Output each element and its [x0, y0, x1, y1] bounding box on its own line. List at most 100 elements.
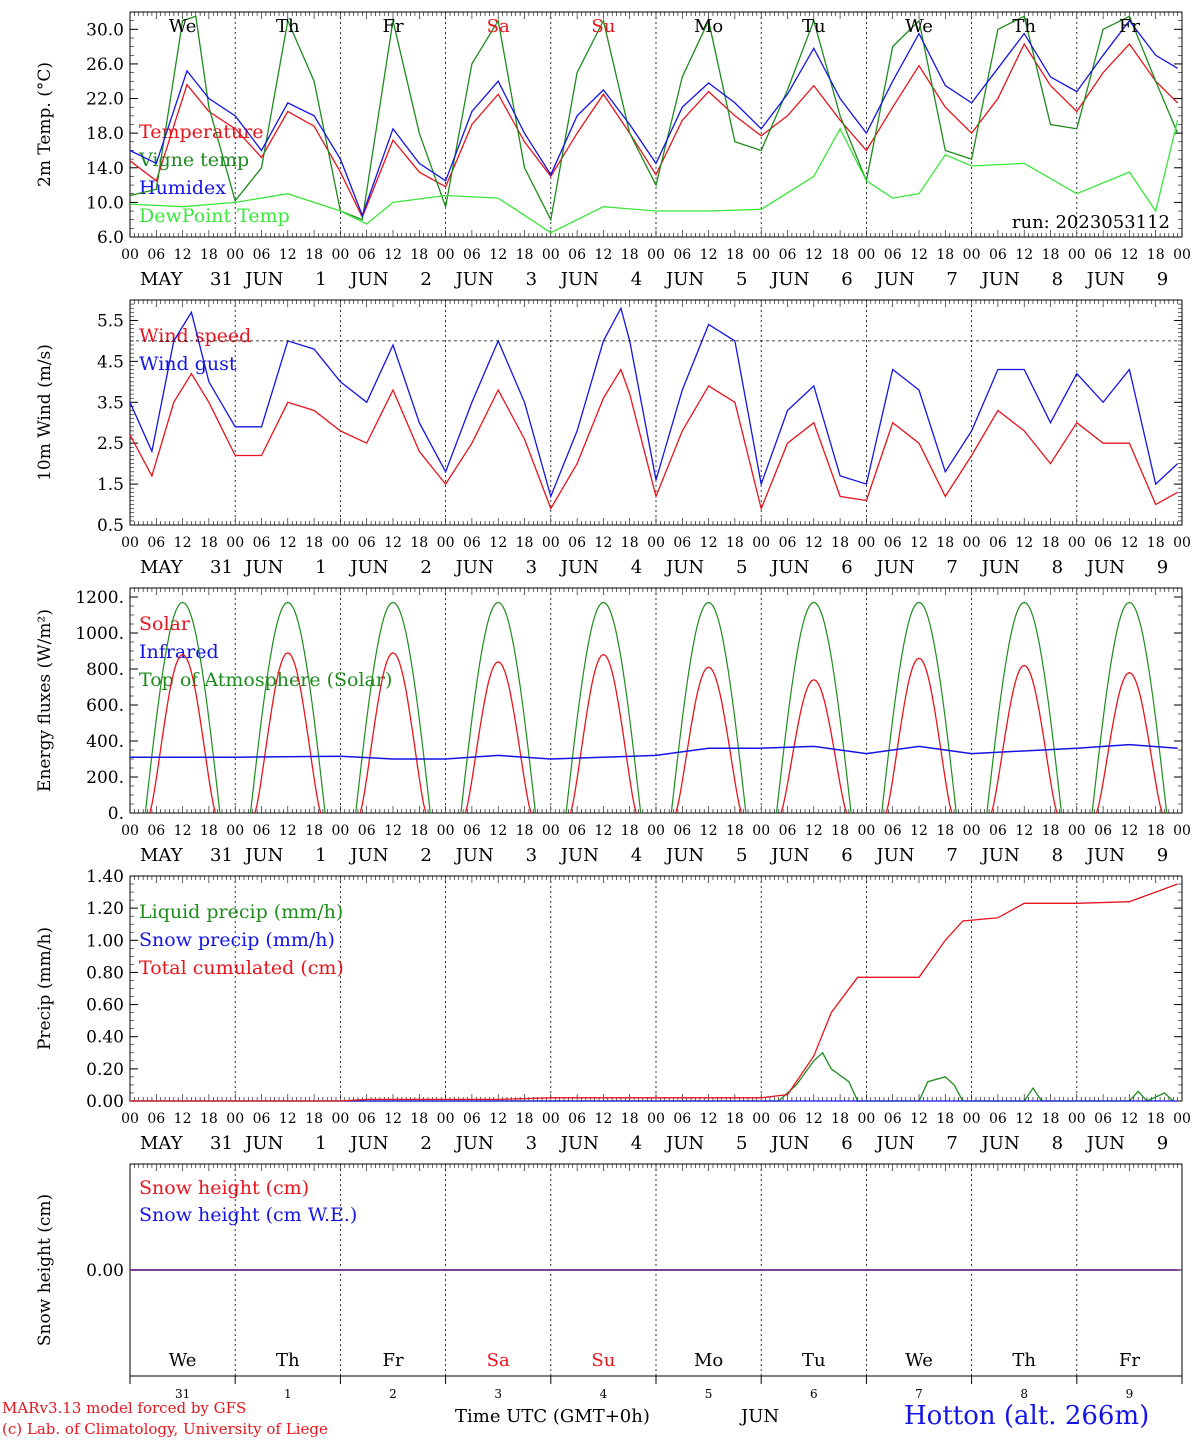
- day-number-label: 8: [1052, 845, 1063, 866]
- hour-tick-label: 06: [989, 535, 1007, 551]
- hour-tick-label: 00: [1068, 1111, 1086, 1127]
- month-label: JUN: [769, 269, 809, 290]
- hour-tick-label: 00: [963, 823, 981, 839]
- hour-tick-label: 18: [1147, 1111, 1165, 1127]
- hour-tick-label: 12: [174, 1111, 192, 1127]
- hour-tick-label: 12: [700, 247, 718, 263]
- run-label: run: 2023053112: [1012, 212, 1170, 233]
- hour-tick-label: 00: [331, 247, 349, 263]
- hour-tick-label: 18: [1147, 535, 1165, 551]
- day-number-bottom: 9: [1126, 1387, 1134, 1401]
- day-number-label: 1: [315, 1133, 326, 1154]
- month-label: MAY: [140, 845, 184, 866]
- weekday-label-bottom: Mo: [694, 1350, 723, 1371]
- day-number-label: 6: [841, 269, 852, 290]
- hour-tick-label: 12: [910, 823, 928, 839]
- hour-tick-label: 06: [673, 247, 691, 263]
- hour-tick-label: 00: [647, 823, 665, 839]
- hour-tick-label: 00: [331, 535, 349, 551]
- station-label: Hotton (alt. 266m): [904, 1401, 1150, 1431]
- hour-tick-label: 00: [542, 535, 560, 551]
- day-number-label: 6: [841, 845, 852, 866]
- weekday-label-bottom: We: [905, 1350, 933, 1371]
- day-number-bottom: 1: [284, 1387, 292, 1401]
- weekday-label-bottom: Th: [276, 1350, 300, 1371]
- day-number-label: 4: [631, 269, 642, 290]
- month-label: JUN: [454, 845, 494, 866]
- hour-tick-label: 12: [489, 535, 507, 551]
- hour-tick-label: 18: [831, 823, 849, 839]
- hour-tick-label: 18: [1042, 823, 1060, 839]
- hour-tick-label: 06: [989, 247, 1007, 263]
- hour-tick-label: 06: [358, 1111, 376, 1127]
- hour-tick-label: 06: [147, 1111, 165, 1127]
- day-number-bottom: 8: [1020, 1387, 1028, 1401]
- hour-tick-label: 18: [1147, 823, 1165, 839]
- hour-tick-label: 00: [226, 823, 244, 839]
- y-tick-label: 10.0: [86, 193, 124, 213]
- hour-tick-label: 00: [121, 1111, 139, 1127]
- weekday-label-top: Th: [1012, 16, 1036, 37]
- hour-tick-label: 00: [121, 535, 139, 551]
- hour-tick-label: 12: [805, 247, 823, 263]
- hour-tick-label: 18: [726, 823, 744, 839]
- day-number-label: 31: [210, 269, 233, 290]
- day-number-label: 3: [526, 1133, 537, 1154]
- hour-tick-label: 12: [489, 1111, 507, 1127]
- y-tick-label: 1.5: [97, 475, 124, 495]
- month-label: JUN: [559, 1133, 599, 1154]
- month-label: JUN: [243, 845, 283, 866]
- y-tick-label: 1.40: [86, 867, 124, 887]
- day-number-label: 1: [315, 845, 326, 866]
- y-tick-label: 0.20: [86, 1060, 124, 1080]
- month-label: JUN: [980, 557, 1020, 578]
- hour-tick-label: 06: [358, 247, 376, 263]
- hour-tick-label: 18: [305, 1111, 323, 1127]
- toa-solar-curve: [1091, 601, 1168, 814]
- hour-tick-label: 06: [253, 247, 271, 263]
- series-line-0: [130, 1051, 1174, 1102]
- month-label: JUN: [559, 845, 599, 866]
- month-label: JUN: [874, 557, 914, 578]
- hour-tick-label: 18: [831, 247, 849, 263]
- hour-tick-label: 06: [253, 823, 271, 839]
- day-number-label: 9: [1157, 557, 1168, 578]
- hour-tick-label: 18: [200, 247, 218, 263]
- weekday-label-bottom: Fr: [382, 1350, 403, 1371]
- month-label: JUN: [559, 269, 599, 290]
- month-label: JUN: [243, 269, 283, 290]
- legend-entry: Snow precip (mm/h): [139, 929, 335, 951]
- hour-tick-label: 06: [358, 823, 376, 839]
- hour-tick-label: 00: [226, 247, 244, 263]
- day-number-label: 4: [631, 1133, 642, 1154]
- hour-tick-label: 06: [673, 535, 691, 551]
- solar-curve: [675, 666, 743, 814]
- hour-tick-label: 06: [1094, 247, 1112, 263]
- hour-tick-label: 06: [568, 823, 586, 839]
- hour-tick-label: 18: [621, 1111, 639, 1127]
- day-number-bottom: 5: [705, 1387, 713, 1401]
- hour-tick-label: 06: [779, 535, 797, 551]
- hour-tick-label: 06: [568, 1111, 586, 1127]
- hour-tick-label: 12: [174, 247, 192, 263]
- toa-solar-curve: [670, 601, 747, 814]
- month-label: JUN: [664, 845, 704, 866]
- hour-tick-label: 12: [279, 823, 297, 839]
- hour-tick-label: 18: [410, 823, 428, 839]
- day-number-label: 9: [1157, 1133, 1168, 1154]
- day-number-label: 1: [315, 269, 326, 290]
- month-label: JUN: [769, 557, 809, 578]
- day-number-bottom: 31: [175, 1387, 190, 1401]
- y-tick-label: 0.80: [86, 963, 124, 983]
- hour-tick-label: 18: [936, 823, 954, 839]
- y-axis-label: Snow height (cm): [35, 1194, 55, 1346]
- month-label: MAY: [140, 269, 184, 290]
- hour-tick-label: 12: [594, 535, 612, 551]
- hour-tick-label: 00: [1173, 247, 1191, 263]
- hour-tick-label: 18: [1042, 1111, 1060, 1127]
- day-number-label: 5: [736, 1133, 747, 1154]
- hour-tick-label: 06: [568, 535, 586, 551]
- month-label: JUN: [454, 269, 494, 290]
- y-axis-label: 10m Wind (m/s): [35, 344, 55, 481]
- month-label: JUN: [1085, 1133, 1125, 1154]
